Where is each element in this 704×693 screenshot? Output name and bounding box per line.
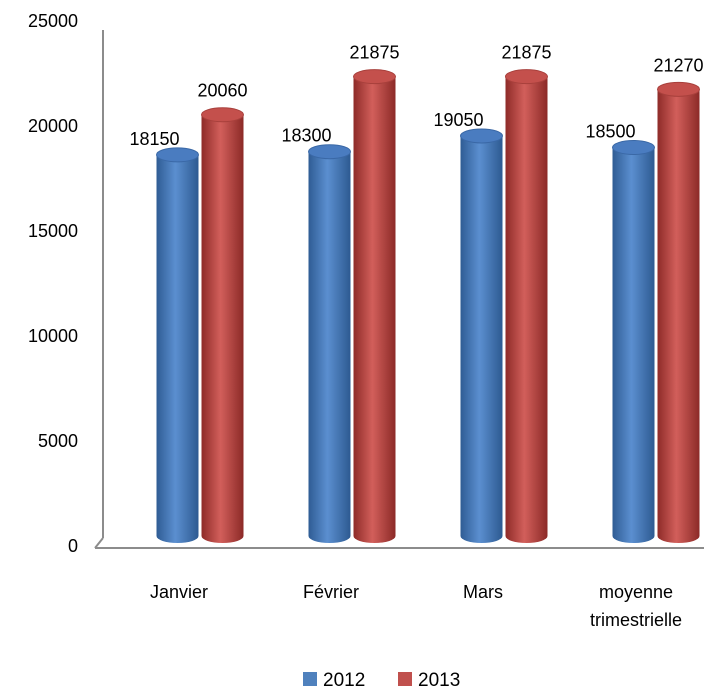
- axes: 0 5000 10000 15000 20000 25000: [28, 11, 704, 556]
- legend-swatch: [398, 672, 412, 686]
- legend-label: 2012: [323, 670, 365, 691]
- bar-body: [612, 147, 655, 544]
- x-tick-label: Janvier: [150, 582, 208, 602]
- bar-2012-3: [612, 140, 655, 544]
- y-tick-label: 15000: [28, 221, 78, 241]
- bar-body: [353, 76, 396, 544]
- x-tick-label: Mars: [463, 582, 503, 602]
- bar-2013-1: [353, 69, 396, 544]
- data-label: 18500: [585, 122, 635, 142]
- bar-top: [156, 147, 199, 163]
- y-tick-label: 20000: [28, 116, 78, 136]
- bar-body: [505, 76, 548, 544]
- data-label: 18300: [281, 126, 331, 146]
- bar-2012-2: [460, 128, 503, 544]
- labels: 18150 20060 Janvier 18300 21875 Février 19050 2…: [129, 43, 703, 630]
- bar-top: [308, 144, 351, 160]
- bar-top: [460, 128, 503, 144]
- bar-2013-3: [657, 81, 700, 544]
- x-tick-label: moyenne trimestrielle: [590, 582, 682, 630]
- bar-body: [201, 114, 244, 544]
- bar-top: [657, 81, 700, 97]
- bar-2012-0: [156, 147, 199, 544]
- legend-item-2013: 2013: [398, 670, 460, 691]
- y-tick-label: 5000: [38, 431, 78, 451]
- bars: [156, 69, 700, 544]
- bar-body: [156, 154, 199, 544]
- y-tick-label: 25000: [28, 11, 78, 31]
- legend-label: 2013: [418, 670, 460, 691]
- data-label: 18150: [129, 129, 179, 149]
- bar-top: [612, 140, 655, 155]
- bar-body: [657, 89, 700, 544]
- data-label: 19050: [433, 110, 483, 130]
- legend-swatch: [303, 672, 317, 686]
- y-tick-label: 0: [68, 536, 78, 556]
- data-label: 21270: [653, 55, 703, 75]
- legend: 2012 2013: [303, 670, 460, 691]
- bar-top: [505, 69, 548, 85]
- x-tick-label: Février: [303, 582, 359, 602]
- data-label: 21875: [501, 43, 551, 63]
- y-tick-label: 10000: [28, 326, 78, 346]
- data-label: 21875: [349, 43, 399, 63]
- bar-top: [353, 69, 396, 85]
- bar-top: [201, 107, 244, 123]
- legend-item-2012: 2012: [303, 670, 365, 691]
- bar-2012-1: [308, 144, 351, 544]
- bar-2013-2: [505, 69, 548, 544]
- bar-body: [308, 151, 351, 544]
- floor-edge-left: [94, 537, 104, 549]
- bar-body: [460, 135, 503, 544]
- bar-2013-0: [201, 107, 244, 544]
- data-label: 20060: [197, 81, 247, 101]
